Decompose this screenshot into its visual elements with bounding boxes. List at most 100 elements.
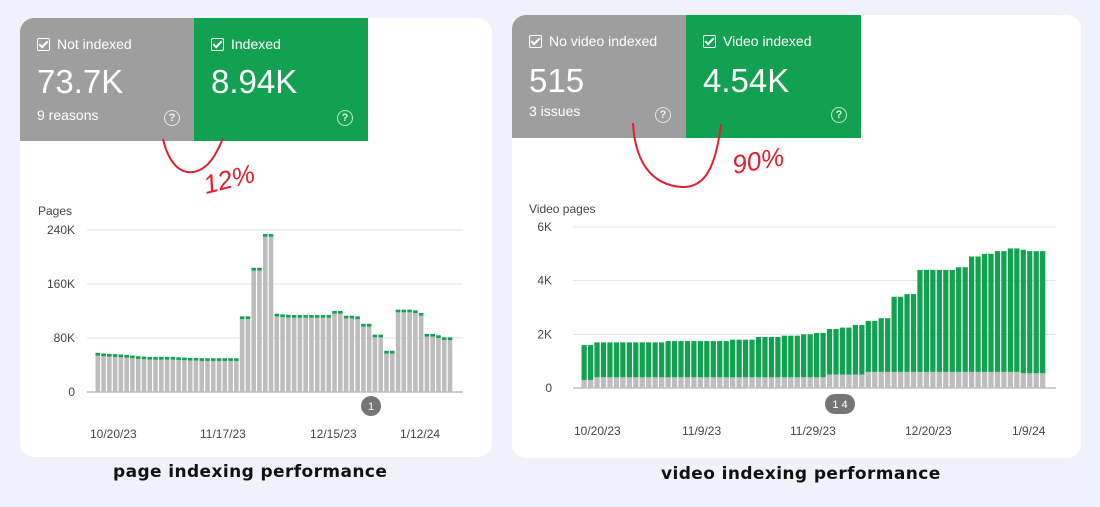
y-tick-label: 0 [545, 381, 552, 395]
y-tick-label: 160K [47, 277, 75, 291]
bar-video-indexed [801, 334, 807, 378]
bar-indexed [303, 315, 308, 318]
y-tick-label: 2K [537, 327, 552, 341]
bar-video-indexed [956, 267, 962, 372]
bar-indexed [135, 356, 141, 359]
bar-video-indexed [607, 342, 613, 378]
bar-no-video-indexed [936, 371, 942, 388]
bar-not-indexed [112, 356, 118, 392]
bar-video-indexed [620, 342, 626, 378]
y-tick-label: 0 [68, 385, 75, 399]
bar-no-video-indexed [839, 374, 846, 388]
bar-no-video-indexed [710, 377, 716, 388]
bar-video-indexed [962, 267, 968, 372]
bar-no-video-indexed [852, 374, 859, 388]
bar-no-video-indexed [736, 377, 742, 388]
bar-not-indexed [297, 317, 303, 392]
bar-not-indexed [222, 360, 228, 392]
bar-no-video-indexed [891, 371, 897, 388]
bar-video-indexed [710, 341, 716, 378]
bar-no-video-indexed [697, 377, 704, 388]
right-caption: video indexing performance [661, 464, 941, 484]
bar-indexed [234, 358, 239, 361]
bar-indexed [418, 313, 424, 316]
bar-indexed [176, 357, 181, 360]
bar-not-indexed [326, 317, 332, 392]
bar-indexed [309, 315, 314, 318]
bar-indexed [245, 316, 251, 320]
bar-not-indexed [135, 358, 141, 392]
video-indexed-value: 4.54K [703, 62, 790, 99]
bar-video-indexed [742, 339, 749, 378]
bar-video-indexed [833, 328, 839, 375]
bar-no-video-indexed [613, 377, 620, 388]
bar-not-indexed [124, 357, 129, 392]
bar-no-video-indexed [943, 371, 949, 388]
bar-not-indexed [291, 317, 297, 392]
indexed-value: 8.94K [211, 63, 298, 100]
bar-not-indexed [401, 312, 407, 392]
bar-indexed [222, 358, 228, 361]
bar-no-video-indexed [910, 371, 917, 388]
bar-indexed [107, 353, 112, 357]
bar-no-video-indexed [878, 371, 884, 388]
bar-indexed [384, 350, 389, 354]
bar-video-indexed [659, 342, 665, 378]
bar-no-video-indexed [988, 371, 994, 388]
bar-no-video-indexed [846, 374, 852, 388]
bar-indexed [361, 323, 366, 327]
bar-indexed [118, 354, 124, 358]
bar-no-video-indexed [904, 371, 910, 388]
video-indexed-tile[interactable]: Video indexed 4.54K ? [686, 15, 861, 138]
bar-indexed [378, 334, 384, 338]
not-indexed-tile[interactable]: Not indexed 73.7K 9 reasons ? [20, 18, 194, 141]
bar-no-video-indexed [897, 371, 904, 388]
bar-indexed [153, 356, 158, 360]
left-caption: page indexing performance [113, 462, 388, 482]
checkbox-icon[interactable] [529, 34, 542, 48]
bar-not-indexed [182, 360, 187, 392]
bar-not-indexed [268, 236, 274, 392]
bar-indexed [424, 333, 430, 337]
x-tick-label: 11/9/23 [682, 424, 721, 438]
bar-no-video-indexed [594, 377, 600, 388]
page-indexing-chart: Pages 240K 160K 80K 0 10/20/23 11/17/23 12/15/2… [38, 204, 463, 441]
help-icon[interactable]: ? [831, 107, 847, 123]
bar-indexed [343, 315, 349, 319]
bar-no-video-indexed [930, 371, 936, 388]
checkbox-icon[interactable] [703, 34, 716, 48]
help-icon[interactable]: ? [164, 110, 180, 126]
bar-indexed [228, 358, 233, 361]
help-icon[interactable]: ? [337, 110, 353, 126]
bar-not-indexed [430, 336, 435, 392]
y-axis-title: Pages [38, 204, 72, 218]
bar-indexed [268, 234, 274, 237]
event-marker-label: 1 [368, 401, 374, 413]
bar-video-indexed [975, 256, 981, 372]
bar-not-indexed [309, 317, 314, 392]
bar-no-video-indexed [646, 377, 652, 388]
bar-no-video-indexed [633, 377, 639, 388]
bar-indexed [251, 267, 256, 271]
help-icon[interactable]: ? [655, 107, 671, 123]
x-tick-label: 1/12/24 [400, 427, 440, 441]
indexed-tile[interactable]: Indexed 8.94K ? [194, 18, 368, 141]
no-video-indexed-value: 515 [529, 62, 585, 99]
bar-no-video-indexed [671, 377, 678, 388]
checkbox-icon[interactable] [37, 37, 50, 51]
bar-no-video-indexed [620, 377, 626, 388]
bar-no-video-indexed [969, 371, 975, 388]
bar-indexed [314, 315, 320, 318]
no-video-indexed-tile[interactable]: No video indexed 515 3 issues ? [512, 15, 686, 138]
bar-not-indexed [176, 359, 181, 392]
bar-video-indexed [736, 339, 742, 378]
bar-video-indexed [704, 341, 710, 378]
bar-video-indexed [865, 320, 871, 372]
bar-indexed [447, 337, 453, 341]
bar-video-indexed [994, 251, 1001, 372]
bar-indexed [274, 313, 280, 317]
bar-video-indexed [633, 342, 639, 378]
checkbox-icon[interactable] [211, 37, 224, 51]
bar-indexed [210, 358, 216, 361]
y-tick-label: 80K [54, 331, 75, 345]
